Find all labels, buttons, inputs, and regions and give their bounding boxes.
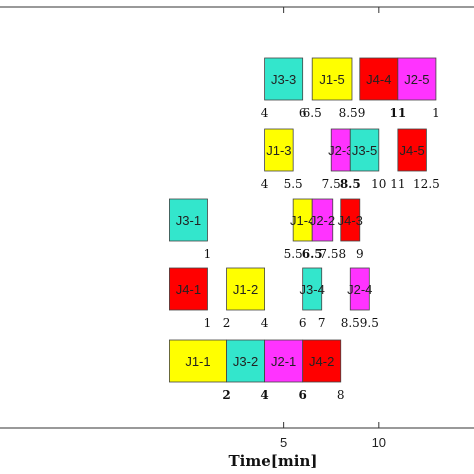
task-label: J1-3 — [266, 143, 291, 158]
task-bar — [264, 57, 304, 101]
task-label: J4-1 — [176, 282, 201, 297]
time-label: 4 — [261, 106, 269, 120]
task-label: J4-5 — [399, 143, 424, 158]
task-bar — [349, 267, 370, 311]
time-label: 4 — [261, 316, 269, 330]
task-bar — [359, 57, 399, 101]
task-bar — [340, 198, 361, 242]
task-bar — [169, 339, 227, 383]
time-label: 9.5 — [360, 316, 379, 330]
task-label: J1-4 — [290, 213, 315, 228]
x-axis-title: Time[min] — [229, 452, 318, 470]
task-bar — [264, 128, 294, 172]
task-bar — [169, 198, 208, 242]
time-label: 6 — [298, 388, 306, 402]
task-bar — [302, 267, 323, 311]
task-label: J4-4 — [366, 72, 391, 87]
time-label: 1 — [204, 247, 212, 261]
time-label: 9 — [356, 247, 364, 261]
task-bar — [302, 339, 342, 383]
time-label: 7.58 — [319, 247, 346, 261]
task-label: J4-2 — [309, 354, 334, 369]
time-label: 2 — [223, 316, 231, 330]
time-label: 5.5 — [284, 247, 303, 261]
time-label: 7.5 — [322, 177, 341, 191]
time-label: 12.5 — [413, 177, 440, 191]
time-label: 1 — [204, 316, 212, 330]
task-label: J1-2 — [233, 282, 258, 297]
task-label: J4-3 — [338, 213, 363, 228]
task-label: J2-4 — [347, 282, 372, 297]
time-label: 8 — [337, 388, 345, 402]
task-bar — [311, 198, 334, 242]
task-bar — [226, 339, 266, 383]
time-label: 6.5 — [303, 106, 322, 120]
task-bar — [349, 128, 380, 172]
task-label: J3-3 — [271, 72, 296, 87]
task-label: J2-2 — [310, 213, 335, 228]
time-label: 6 — [299, 106, 307, 120]
time-label: 8.59 — [339, 106, 366, 120]
time-label: 6.5 — [302, 247, 323, 261]
time-label: 2 — [222, 388, 230, 402]
task-label: J1-1 — [185, 354, 210, 369]
task-label: J3-2 — [233, 354, 258, 369]
x-axis-ticks: 5 10 — [280, 7, 386, 450]
task-label: J2-1 — [271, 354, 296, 369]
task-bar — [397, 57, 437, 101]
task-bar — [169, 267, 208, 311]
time-label: 11 — [390, 177, 405, 191]
task-label: J3-5 — [352, 143, 377, 158]
time-label: 8.5 — [341, 316, 360, 330]
task-label: J3-1 — [176, 213, 201, 228]
time-label: 4 — [260, 388, 268, 402]
time-label: 1 — [432, 106, 440, 120]
task-label: J2-5 — [404, 72, 429, 87]
time-label: 7 — [318, 316, 326, 330]
task-label: J2-3 — [328, 143, 353, 158]
time-label: 11 — [390, 106, 407, 120]
task-bar — [264, 339, 304, 383]
task-bar — [311, 57, 353, 101]
x-tick-label: 5 — [280, 435, 287, 450]
task-bar — [226, 267, 266, 311]
task-bars: J3-3 J1-5 J4-4 J2-5 J1-3 J2-3J3-5 J4-5 J3-1 J1-4… — [169, 57, 437, 383]
time-label: 10 — [371, 177, 386, 191]
time-label: 4 — [261, 177, 269, 191]
task-bar — [397, 128, 427, 172]
x-tick-label: 10 — [372, 435, 386, 450]
task-label: J3-4 — [300, 282, 325, 297]
task-label: J1-5 — [319, 72, 344, 87]
time-labels: 4 66.5 8.59 11 14 5.5 7.5 8.5 10 11 12.51 5.5 6.57.5… — [204, 106, 440, 402]
time-label: 8.5 — [340, 177, 361, 191]
time-label: 6 — [299, 316, 307, 330]
time-label: 5.5 — [284, 177, 303, 191]
